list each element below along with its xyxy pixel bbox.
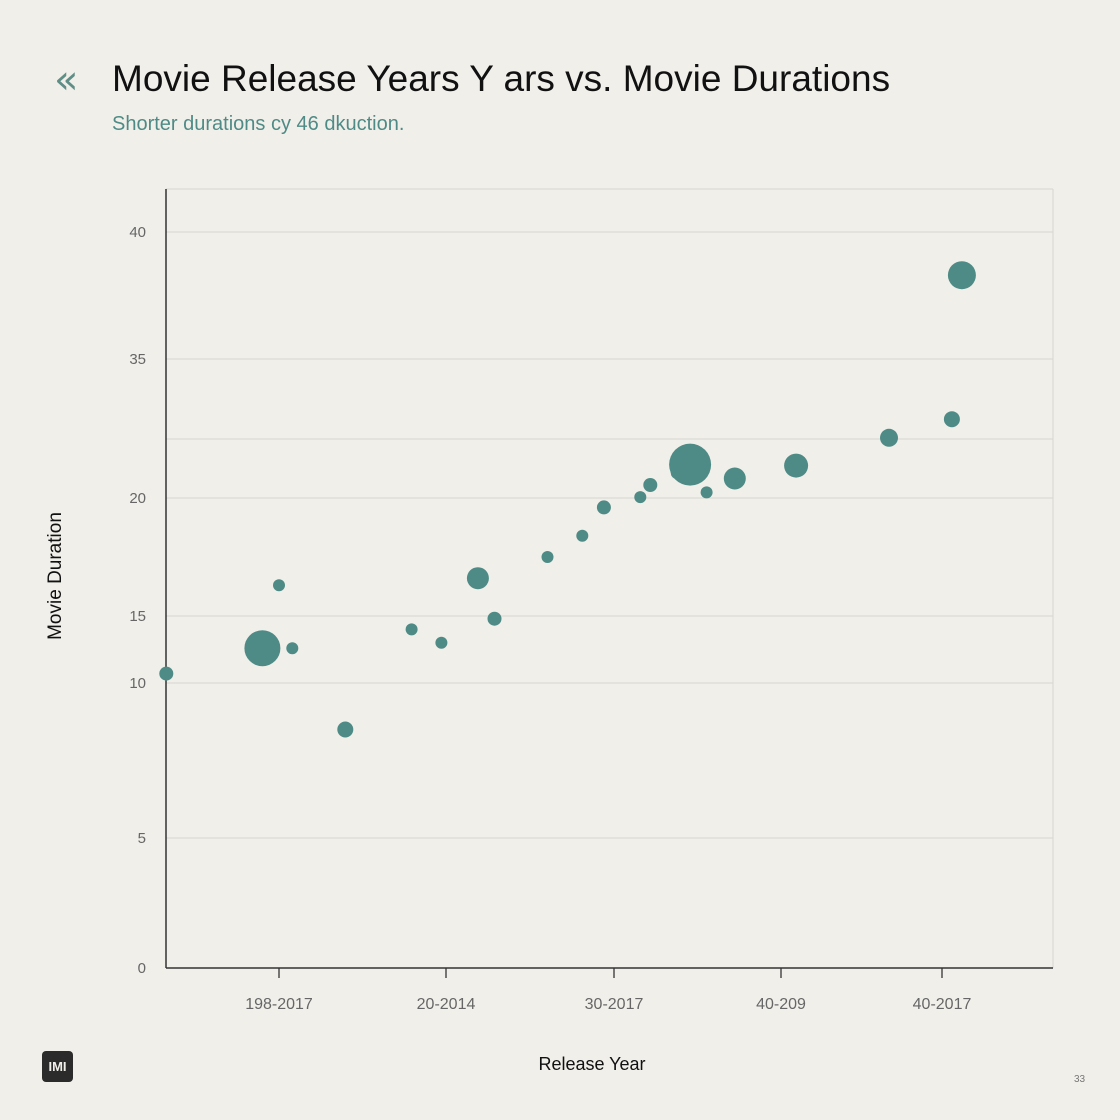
data-point (723, 467, 746, 490)
data-point (337, 721, 354, 738)
logo-badge: IMI (42, 1051, 73, 1082)
x-tick-label: 30-2017 (585, 996, 644, 1013)
data-point (405, 623, 418, 636)
data-point (634, 491, 647, 504)
x-tick-label: 40-2017 (913, 996, 972, 1013)
y-tick-label: 10 (129, 675, 146, 692)
data-point (576, 529, 589, 542)
data-point (947, 261, 976, 290)
x-tick-label: 40-209 (756, 996, 806, 1013)
page-number: 33 (1074, 1074, 1086, 1085)
data-point (244, 630, 281, 667)
data-point (286, 642, 299, 655)
y-tick-label: 20 (129, 490, 146, 507)
data-point (596, 500, 611, 515)
y-tick-label: 40 (129, 224, 146, 241)
x-axis-title: Release Year (538, 1054, 646, 1074)
data-point (943, 411, 960, 428)
y-tick-label: 35 (129, 351, 146, 368)
chart-subtitle: Shorter durations cy 46 dkuction. (112, 113, 405, 135)
data-point (669, 443, 712, 486)
x-tick-label: 20-2014 (417, 996, 476, 1013)
data-point (487, 611, 502, 626)
data-point (435, 636, 448, 649)
y-axis-title: Movie Duration (45, 512, 66, 640)
data-point (700, 486, 713, 499)
data-point (273, 579, 285, 592)
data-point (466, 567, 489, 590)
data-point (159, 666, 174, 681)
data-point (784, 453, 809, 478)
data-point (880, 428, 898, 447)
x-tick-label: 198-2017 (245, 996, 313, 1013)
chart-title: Movie Release Years Y ars vs. Movie Dura… (112, 58, 891, 99)
data-point (541, 551, 554, 563)
back-chevron-icon[interactable]: « (54, 57, 79, 103)
y-tick-label: 15 (129, 608, 146, 625)
y-tick-label: 5 (138, 830, 146, 847)
data-point (643, 478, 658, 492)
y-tick-label: 0 (138, 960, 146, 977)
